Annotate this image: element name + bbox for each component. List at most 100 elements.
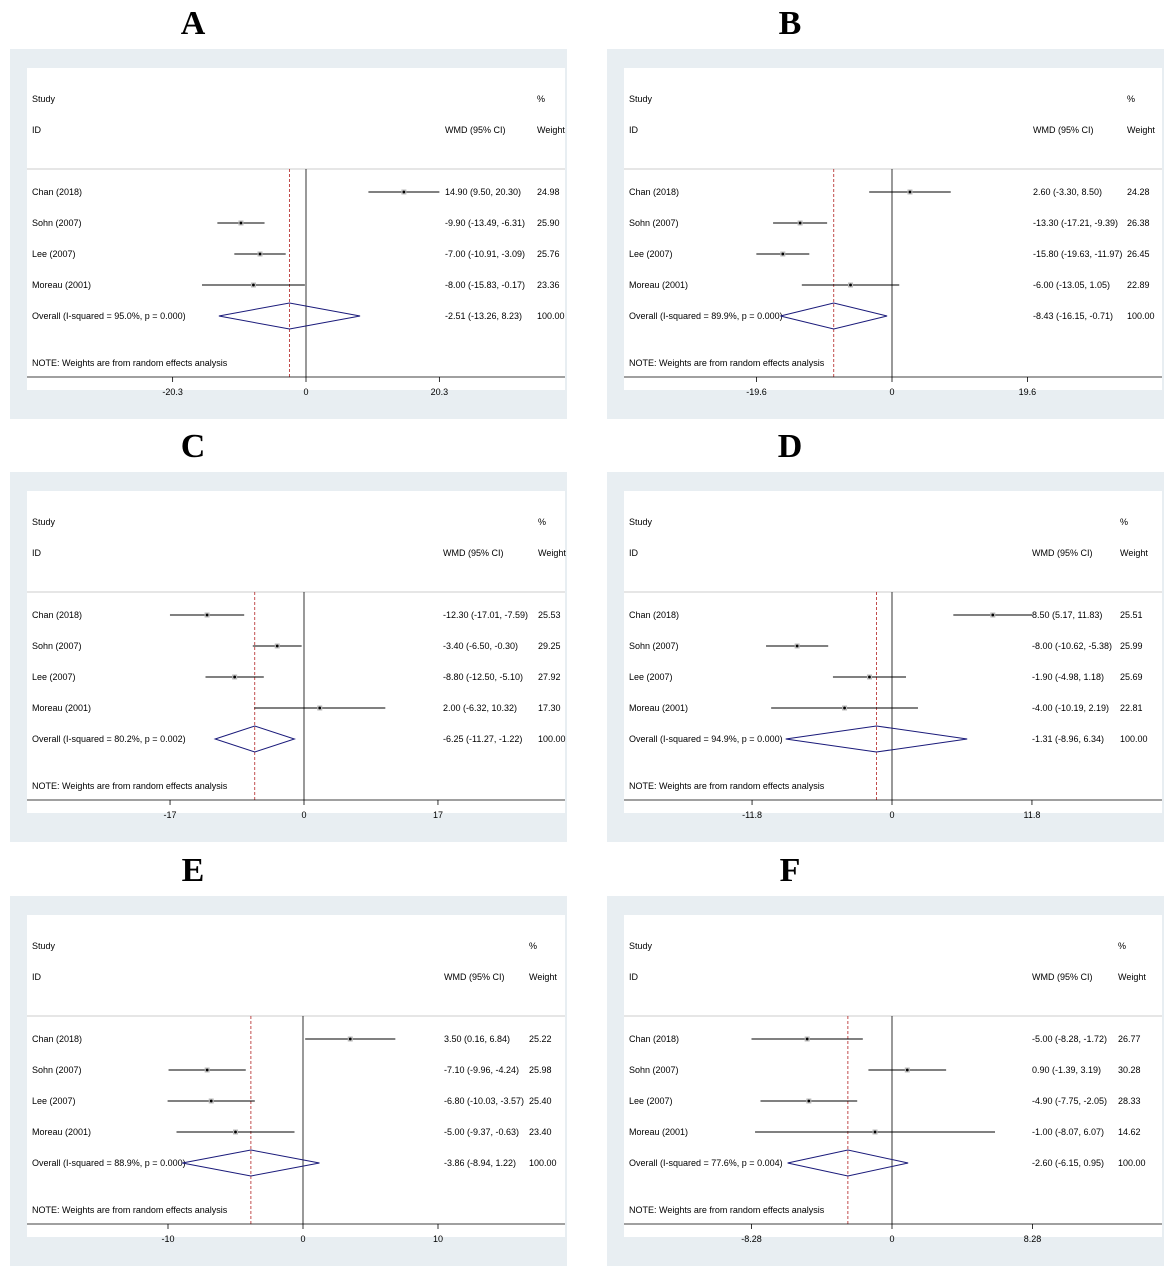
point-estimate — [402, 190, 406, 194]
x-tick-label: 19.6 — [1019, 387, 1037, 397]
study-label: Sohn (2007) — [32, 641, 82, 651]
weight-text: 25.22 — [529, 1034, 552, 1044]
point-estimate — [795, 644, 799, 648]
ci-text: 8.50 (5.17, 11.83) — [1032, 610, 1102, 620]
forest-plot-svg: Study ID% WMD (95% CI) Weight Chan (2018) -5.… — [624, 915, 1162, 1244]
ci-text: -1.00 (-8.07, 6.07) — [1032, 1127, 1104, 1137]
study-label: Moreau (2001) — [629, 280, 688, 290]
header-study: Study — [32, 517, 56, 527]
study-label: Sohn (2007) — [629, 218, 679, 228]
panel-label: C — [180, 428, 206, 465]
weight-text: 22.89 — [1127, 280, 1150, 290]
overall-diamond — [218, 302, 361, 330]
point-estimate — [781, 252, 785, 256]
ci-text: -4.90 (-7.75, -2.05) — [1032, 1096, 1107, 1106]
plot-area — [624, 491, 1162, 813]
point-estimate — [205, 613, 209, 617]
header-id: ID — [629, 972, 639, 982]
point-estimate — [798, 221, 802, 225]
overall-label: Overall (I-squared = 89.9%, p = 0.000) — [629, 311, 783, 321]
x-tick-label: -10 — [161, 1234, 174, 1244]
study-label: Chan (2018) — [629, 187, 679, 197]
weight-text: 23.40 — [529, 1127, 552, 1137]
header-study: Study — [32, 94, 56, 104]
ci-text: 14.90 (9.50, 20.30) — [445, 187, 521, 197]
study-label: Sohn (2007) — [629, 641, 679, 651]
overall-ci-text: -2.51 (-13.26, 8.23) — [445, 311, 522, 321]
weight-text: 24.28 — [1127, 187, 1150, 197]
overall-ci-text: -8.43 (-16.15, -0.71) — [1033, 311, 1113, 321]
point-estimate — [209, 1099, 213, 1103]
header-effect: WMD (95% CI) — [1032, 548, 1093, 558]
note-text: NOTE: Weights are from random effects an… — [629, 781, 825, 791]
point-estimate — [258, 252, 262, 256]
weight-text: 25.51 — [1120, 610, 1143, 620]
overall-weight-text: 100.00 — [529, 1158, 557, 1168]
overall-ci-text: -1.31 (-8.96, 6.34) — [1032, 734, 1104, 744]
point-estimate — [348, 1037, 352, 1041]
overall-weight-text: 100.00 — [538, 734, 566, 744]
ci-text: -7.10 (-9.96, -4.24) — [444, 1065, 519, 1075]
study-label: Chan (2018) — [32, 610, 82, 620]
ci-text: -1.90 (-4.98, 1.18) — [1032, 672, 1104, 682]
overall-diamond — [182, 1149, 320, 1177]
header-study: Study — [629, 517, 653, 527]
forest-panel-a: Study ID% WMD (95% CI) Weight Chan (2018) 14.… — [10, 49, 567, 419]
overall-label: Overall (I-squared = 80.2%, p = 0.002) — [32, 734, 186, 744]
point-estimate — [275, 644, 279, 648]
overall-ci-text: -2.60 (-6.15, 0.95) — [1032, 1158, 1104, 1168]
point-estimate — [233, 675, 237, 679]
study-label: Sohn (2007) — [32, 218, 82, 228]
forest-plot-svg: Study ID% WMD (95% CI) Weight Chan (2018) 14.… — [27, 68, 565, 397]
overall-ci-text: -3.86 (-8.94, 1.22) — [444, 1158, 516, 1168]
ci-text: -6.00 (-13.05, 1.05) — [1033, 280, 1110, 290]
weight-text: 23.36 — [537, 280, 560, 290]
study-label: Sohn (2007) — [32, 1065, 82, 1075]
point-estimate — [908, 190, 912, 194]
point-estimate — [252, 283, 255, 287]
weight-text: 25.76 — [537, 249, 560, 259]
forest-plot-svg: Study ID% WMD (95% CI) Weight Chan (2018) 2.6… — [624, 68, 1162, 397]
study-label: Lee (2007) — [629, 1096, 673, 1106]
panel-label: F — [779, 852, 801, 889]
note-text: NOTE: Weights are from random effects an… — [32, 358, 228, 368]
weight-text: 25.99 — [1120, 641, 1143, 651]
ci-text: -12.30 (-17.01, -7.59) — [443, 610, 528, 620]
overall-label: Overall (I-squared = 94.9%, p = 0.000) — [629, 734, 783, 744]
header-weight: Weight — [537, 125, 565, 135]
weight-text: 25.40 — [529, 1096, 552, 1106]
ci-text: -15.80 (-19.63, -11.97) — [1033, 249, 1122, 259]
point-estimate — [239, 221, 243, 225]
weight-text: 26.38 — [1127, 218, 1150, 228]
panel-label: E — [181, 852, 205, 889]
weight-text: 27.92 — [538, 672, 561, 682]
study-label: Moreau (2001) — [629, 703, 688, 713]
ci-text: -5.00 (-9.37, -0.63) — [444, 1127, 519, 1137]
note-text: NOTE: Weights are from random effects an… — [629, 1205, 825, 1215]
header-percent: % — [529, 941, 537, 951]
study-label: Chan (2018) — [32, 187, 82, 197]
header-effect: WMD (95% CI) — [445, 125, 506, 135]
ci-text: -5.00 (-8.28, -1.72) — [1032, 1034, 1107, 1044]
header-study: Study — [629, 94, 653, 104]
point-estimate — [805, 1037, 809, 1041]
x-tick-label: 10 — [433, 1234, 443, 1244]
x-tick-label: 0 — [301, 810, 306, 820]
study-label: Lee (2007) — [32, 249, 76, 259]
header-percent: % — [537, 94, 545, 104]
weight-text: 25.90 — [537, 218, 560, 228]
point-estimate — [205, 1068, 209, 1072]
point-estimate — [234, 1130, 237, 1134]
plot-area — [27, 68, 565, 390]
header-weight: Weight — [529, 972, 557, 982]
overall-weight-text: 100.00 — [537, 311, 565, 321]
x-tick-label: 0 — [889, 810, 894, 820]
ci-text: 0.90 (-1.39, 3.19) — [1032, 1065, 1101, 1075]
weight-text: 29.25 — [538, 641, 561, 651]
weight-text: 28.33 — [1118, 1096, 1141, 1106]
point-estimate — [318, 706, 322, 710]
study-label: Chan (2018) — [629, 610, 679, 620]
weight-text: 30.28 — [1118, 1065, 1141, 1075]
forest-plot-svg: Study ID% WMD (95% CI) Weight Chan (2018) 8.5… — [624, 491, 1162, 820]
header-id: ID — [629, 125, 639, 135]
